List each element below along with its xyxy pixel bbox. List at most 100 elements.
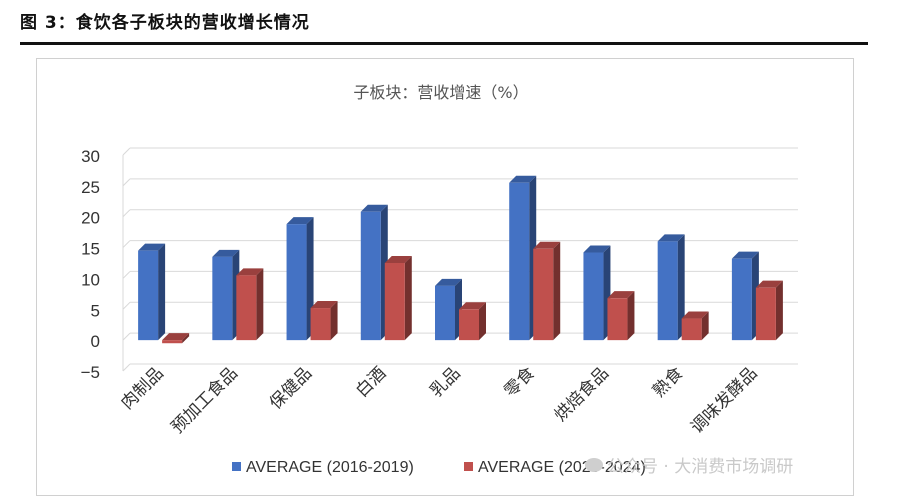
bar-face — [360, 211, 381, 341]
wechat-icon — [585, 458, 603, 472]
y-tick-label: 0 — [91, 332, 100, 351]
bar-avg-2016-2019 — [731, 251, 759, 341]
bar-top — [533, 241, 561, 249]
gridline-depth — [122, 301, 131, 310]
bar-avg-2020-2024 — [681, 311, 709, 341]
bar-face — [435, 285, 455, 341]
bar-avg-2020-2024 — [384, 256, 412, 341]
bar-side — [553, 241, 561, 341]
y-tick-label: 30 — [81, 147, 100, 166]
y-tick-label: 5 — [91, 301, 100, 320]
bar-face — [583, 252, 604, 341]
bar-top — [607, 291, 635, 299]
bar-top — [138, 243, 166, 251]
y-tick-label: 15 — [81, 240, 100, 259]
bar-side — [701, 311, 709, 341]
bar-avg-2016-2019 — [286, 217, 314, 341]
bar-face — [459, 309, 479, 341]
gridline-depth — [122, 240, 131, 248]
watermark-text: 公众号 · 大消费市场调研 — [607, 457, 794, 477]
x-tick-label: 保健品 — [266, 363, 316, 413]
bar-top — [212, 249, 240, 257]
bar-face — [236, 275, 257, 341]
gridline-depth — [122, 209, 131, 218]
legend-swatch — [232, 462, 241, 471]
bar-side — [158, 243, 166, 341]
bar-face — [533, 248, 554, 341]
bar-face — [212, 256, 233, 341]
bar-avg-2020-2024 — [459, 302, 486, 341]
watermark: 公众号 · 大消费市场调研 — [585, 452, 793, 477]
y-tick-label: −5 — [81, 363, 100, 382]
bar-top — [236, 268, 264, 276]
x-tick-label: 调味发酵品 — [687, 363, 761, 437]
bar-top — [509, 175, 537, 183]
bar-avg-2016-2019 — [583, 245, 611, 341]
legend-label: AVERAGE (2016-2019) — [246, 459, 414, 476]
bar-face — [657, 241, 678, 341]
gridline-depth — [122, 147, 131, 156]
bar-side — [256, 268, 264, 341]
x-tick-label: 肉制品 — [117, 363, 167, 413]
gridline-depth — [122, 332, 131, 341]
bar-face — [731, 258, 752, 341]
chart-title: 子板块：营收增速（%） — [353, 83, 528, 102]
bar-face — [286, 224, 307, 341]
bar-side — [330, 301, 338, 341]
y-tick-label: 10 — [81, 270, 100, 289]
x-tick-label: 零食 — [501, 363, 539, 401]
y-axis-ticks: −5 0 5 10 15 20 25 30 — [81, 147, 100, 382]
bar-avg-2016-2019 — [212, 249, 240, 341]
legend-swatch — [464, 462, 473, 471]
chart-frame — [36, 58, 854, 496]
bar-face — [384, 263, 405, 341]
bar-avg-2020-2024 — [310, 301, 338, 341]
bars — [138, 175, 783, 344]
title-rule — [20, 42, 868, 45]
gridline-depth — [122, 178, 131, 187]
bar-top — [360, 204, 388, 212]
bar-face — [509, 182, 530, 341]
bar-top — [384, 256, 412, 263]
bar-top — [583, 245, 611, 253]
bar-face — [138, 250, 159, 341]
bar-face — [755, 287, 776, 341]
bar-avg-2020-2024 — [755, 280, 783, 341]
bar-side — [775, 280, 783, 341]
bar-face — [310, 308, 331, 341]
gridline-depth — [122, 363, 131, 372]
bar-top — [286, 217, 314, 225]
x-tick-label: 熟食 — [648, 363, 687, 402]
bar-top — [162, 333, 190, 341]
bar-side — [182, 333, 190, 344]
bar-top — [459, 302, 486, 310]
bar-top — [755, 280, 783, 288]
bar-face — [681, 318, 702, 341]
x-axis-ticks: 肉制品 预加工食品 保健品 白酒 乳品 零食 烘焙食品 熟食 调味发酵品 — [117, 363, 761, 438]
legend: AVERAGE (2016-2019) AVERAGE (2020-2024) — [232, 459, 646, 476]
x-tick-label: 烘焙食品 — [551, 363, 613, 425]
bar-avg-2020-2024 — [533, 241, 561, 341]
bar-side — [479, 302, 486, 341]
bar-avg-2020-2024 — [236, 268, 264, 341]
gridline-depth — [122, 271, 131, 279]
bar-avg-2016-2019 — [360, 204, 388, 341]
bar-top — [310, 301, 338, 309]
bar-top — [657, 234, 685, 242]
figure-title: 图 3：食饮各子板块的营收增长情况 — [20, 13, 310, 33]
bar-avg-2020-2024 — [162, 333, 190, 344]
bar-side — [404, 256, 412, 341]
bar-face — [607, 298, 628, 341]
y-tick-label: 25 — [81, 178, 100, 197]
x-tick-label: 预加工食品 — [168, 363, 242, 437]
x-tick-label: 乳品 — [426, 363, 464, 401]
y-tick-label: 20 — [81, 209, 100, 228]
legend-label: AVERAGE (2020-2024) — [478, 459, 646, 476]
bar-avg-2016-2019 — [657, 234, 685, 341]
bar-avg-2016-2019 — [138, 243, 166, 341]
x-tick-label: 白酒 — [352, 363, 390, 401]
bar-avg-2020-2024 — [607, 291, 635, 341]
bar-avg-2016-2019 — [435, 278, 462, 341]
bar-side — [677, 234, 685, 341]
